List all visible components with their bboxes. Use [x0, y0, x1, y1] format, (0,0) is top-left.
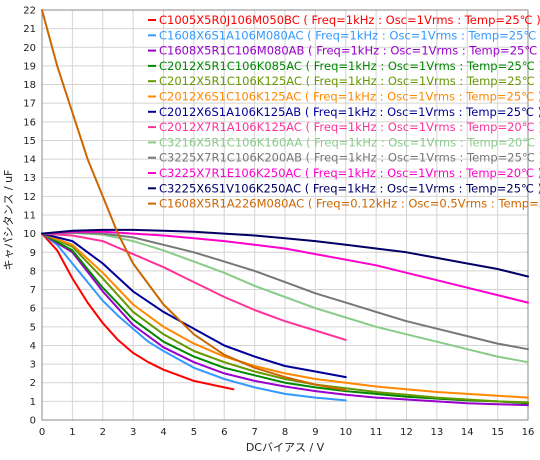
legend-entry: C2012X5R1C106K085AC ( Freq=1kHz : Osc=1V…	[159, 59, 540, 73]
y-tick-label: 18	[23, 80, 36, 91]
y-tick-label: 6	[30, 304, 36, 315]
legend: C1005X5R0J106M050BC ( Freq=1kHz : Osc=1V…	[148, 13, 540, 211]
series-line-0	[41, 232, 235, 391]
y-tick-label: 10	[23, 229, 36, 240]
series-line-4	[41, 232, 529, 404]
x-tick-label: 4	[160, 427, 166, 438]
y-tick-label: 21	[23, 24, 36, 35]
x-tick-label: 10	[339, 427, 352, 438]
legend-entry: C1608X6S1A106M080AC ( Freq=1kHz : Osc=1V…	[159, 28, 540, 42]
x-tick-label: 3	[130, 427, 136, 438]
series-line-1	[41, 232, 347, 402]
x-tick-label: 6	[221, 427, 227, 438]
y-tick-label: 3	[30, 360, 36, 371]
x-tick-label: 13	[431, 427, 444, 438]
legend-entry: C2012X6S1A106K125AB ( Freq=1kHz : Osc=1V…	[159, 105, 540, 119]
legend-entry: C1005X5R0J106M050BC ( Freq=1kHz : Osc=1V…	[159, 13, 540, 27]
x-tick-label: 16	[522, 427, 535, 438]
y-tick-label: 9	[30, 248, 36, 259]
x-tick-label: 5	[191, 427, 197, 438]
x-tick-label: 7	[251, 427, 257, 438]
y-tick-label: 14	[23, 155, 36, 166]
y-tick-label: 22	[23, 6, 36, 17]
series-line-6	[41, 232, 347, 379]
legend-entry: C2012X7R1A106K125AC ( Freq=1kHz : Osc=1V…	[159, 120, 540, 134]
legend-entry: C3225X7R1E106K250AC ( Freq=1kHz : Osc=1V…	[159, 166, 540, 180]
x-tick-label: 2	[100, 427, 106, 438]
y-tick-label: 2	[30, 378, 36, 389]
x-axis-label: DCバイアス / V	[246, 441, 325, 454]
x-tick-label: 0	[39, 427, 45, 438]
series-line-9	[41, 231, 529, 351]
axes: 0 1 2 3 4 5 6 7 8 9 10 11 12 13 14 15 160123456789101112…	[23, 6, 534, 439]
y-tick-label: 19	[23, 61, 36, 72]
y-tick-label: 11	[23, 211, 36, 222]
legend-entry: C1608X5R1A226M080AC ( Freq=0.12kHz : Osc…	[159, 197, 540, 211]
series-line-5	[41, 232, 529, 399]
y-tick-label: 17	[23, 99, 36, 110]
legend-entry: C3225X6S1V106K250AC ( Freq=1kHz : Osc=1V…	[159, 181, 540, 195]
series-line-10	[41, 230, 529, 304]
x-tick-label: 9	[312, 427, 318, 438]
y-axis-label: キャパシタンス / uF	[2, 170, 15, 271]
x-tick-label: 12	[400, 427, 413, 438]
x-tick-label: 15	[491, 427, 504, 438]
y-tick-label: 8	[30, 266, 36, 277]
series-line-11	[41, 228, 529, 278]
legend-entry: C2012X5R1C106K125AC ( Freq=1kHz : Osc=1V…	[159, 74, 540, 88]
y-tick-label: 0	[30, 416, 36, 427]
series-line-8	[41, 231, 529, 364]
y-tick-label: 15	[23, 136, 36, 147]
y-tick-label: 16	[23, 117, 36, 128]
plot-frame	[41, 9, 529, 421]
y-tick-label: 12	[23, 192, 36, 203]
grid	[41, 9, 529, 421]
x-tick-label: 14	[461, 427, 474, 438]
series-line-7	[41, 232, 347, 341]
y-tick-label: 5	[30, 322, 36, 333]
y-tick-label: 4	[30, 341, 36, 352]
y-tick-label: 20	[23, 43, 36, 54]
legend-entry: C2012X6S1C106K125AC ( Freq=1kHz : Osc=1V…	[159, 90, 540, 104]
y-tick-label: 13	[23, 173, 36, 184]
x-tick-label: 1	[69, 427, 75, 438]
x-tick-label: 11	[370, 427, 383, 438]
x-tick-label: 8	[282, 427, 288, 438]
series-line-2	[41, 232, 529, 407]
series-lines	[41, 9, 529, 407]
legend-entry: C3225X7R1C106K200AB ( Freq=1kHz : Osc=1V…	[159, 151, 540, 165]
series-line-12	[41, 9, 347, 392]
legend-entry: C3216X5R1C106K160AA ( Freq=1kHz : Osc=1V…	[159, 135, 540, 149]
legend-entry: C1608X5R1C106M080AB ( Freq=1kHz : Osc=1V…	[159, 44, 540, 58]
y-tick-label: 1	[30, 397, 36, 408]
y-tick-label: 7	[30, 285, 36, 296]
